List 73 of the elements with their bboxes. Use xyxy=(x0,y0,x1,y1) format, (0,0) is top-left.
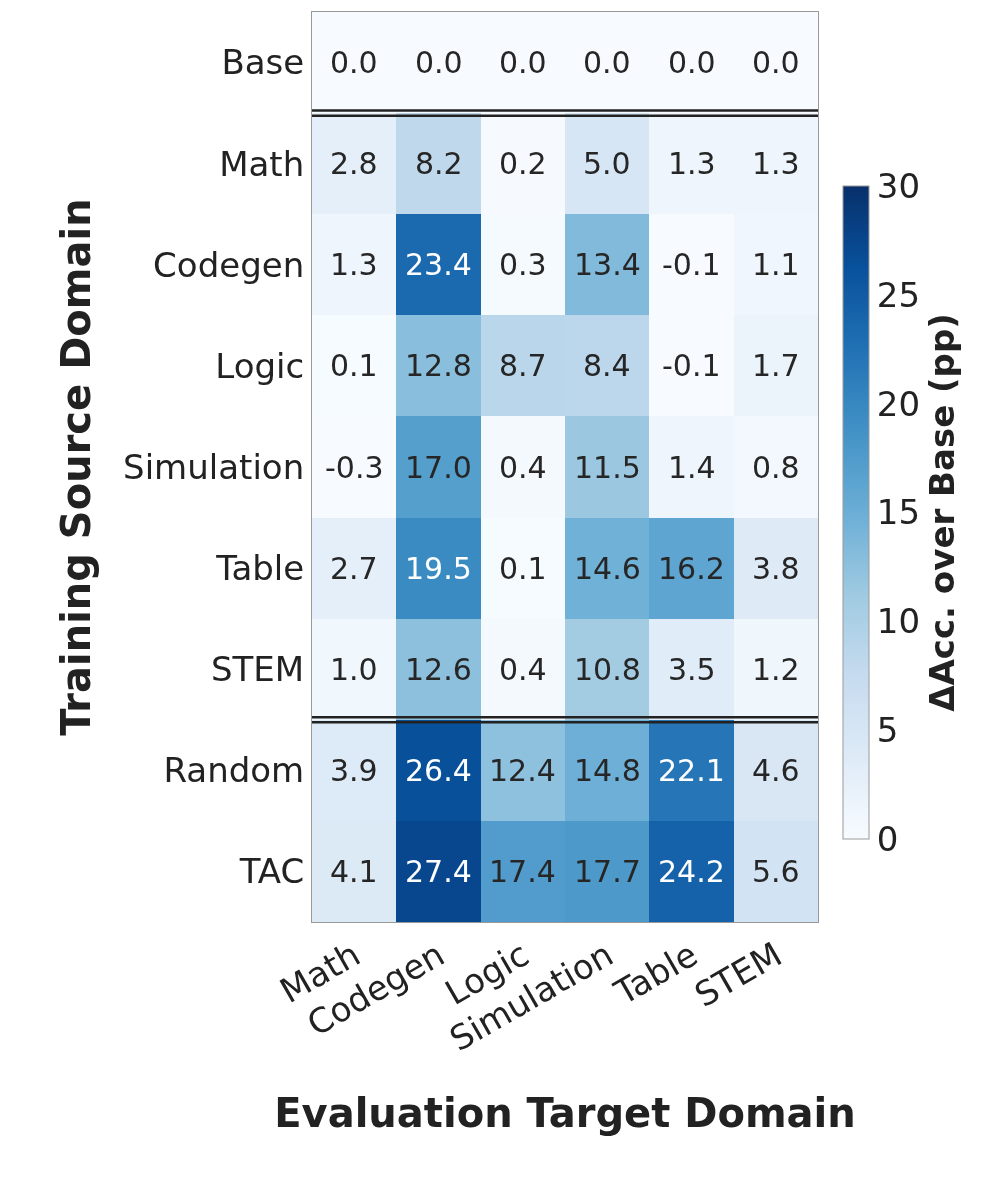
color-bar-label: 0 xyxy=(876,818,899,859)
data-label: 23.4 xyxy=(405,247,472,282)
color-bar-label: 20 xyxy=(876,383,921,424)
data-label: 4.6 xyxy=(752,753,800,788)
data-label: 1.1 xyxy=(752,247,800,282)
data-label: 16.2 xyxy=(658,551,725,586)
y-axis-title: Training Source Domain xyxy=(52,198,99,736)
data-label: 0.0 xyxy=(752,45,800,80)
y-tick-label: Codegen xyxy=(153,244,305,285)
y-tick-label: TAC xyxy=(238,851,305,892)
data-label: 11.5 xyxy=(574,450,641,485)
data-label: 0.4 xyxy=(499,652,547,687)
y-tick-label: STEM xyxy=(211,649,305,690)
data-label: 2.8 xyxy=(330,146,378,181)
data-label: 5.6 xyxy=(752,854,800,889)
y-tick-label: Random xyxy=(163,750,305,791)
data-label: 3.8 xyxy=(752,551,800,586)
color-bar-label: 25 xyxy=(876,274,921,315)
y-tick-label: Table xyxy=(215,548,305,589)
data-label: 12.4 xyxy=(489,753,556,788)
data-label: 1.7 xyxy=(752,348,800,383)
data-label: 0.1 xyxy=(330,348,378,383)
data-label: 5.0 xyxy=(583,146,631,181)
data-label: 14.8 xyxy=(574,753,641,788)
data-label: 8.2 xyxy=(415,146,463,181)
data-label: 1.0 xyxy=(330,652,378,687)
data-label: 0.0 xyxy=(499,45,547,80)
y-tick-label: Simulation xyxy=(123,446,305,487)
data-label: -0.1 xyxy=(662,247,721,282)
data-label: 12.6 xyxy=(405,652,472,687)
data-label: 17.4 xyxy=(489,854,556,889)
color-bar-label: 30 xyxy=(876,165,921,206)
data-label: 0.0 xyxy=(668,45,716,80)
data-label: 1.2 xyxy=(752,652,800,687)
data-label: 24.2 xyxy=(658,854,725,889)
data-label: 26.4 xyxy=(405,753,472,788)
color-bar-label: 5 xyxy=(876,710,899,751)
data-label: 0.0 xyxy=(330,45,378,80)
data-label: -0.3 xyxy=(325,450,384,485)
color-bar-title: ΔAcc. over Base (pp) xyxy=(922,313,963,712)
data-label: 0.0 xyxy=(583,45,631,80)
data-label: 1.3 xyxy=(330,247,378,282)
x-axis-title: Evaluation Target Domain xyxy=(274,1089,856,1136)
data-label: 8.4 xyxy=(583,348,631,383)
data-label: 22.1 xyxy=(658,753,725,788)
data-label: 1.3 xyxy=(668,146,716,181)
data-label: 17.0 xyxy=(405,450,472,485)
data-label: 0.1 xyxy=(499,551,547,586)
data-label: 0.0 xyxy=(415,45,463,80)
data-label: 10.8 xyxy=(574,652,641,687)
data-label: -0.1 xyxy=(662,348,721,383)
data-label: 4.1 xyxy=(330,854,378,889)
data-label: 17.7 xyxy=(574,854,641,889)
data-label: 12.8 xyxy=(405,348,472,383)
y-tick-label: Logic xyxy=(215,345,305,386)
color-bar-label: 15 xyxy=(876,492,921,533)
data-label: 3.9 xyxy=(330,753,378,788)
data-label: 0.4 xyxy=(499,450,547,485)
data-label: 13.4 xyxy=(574,247,641,282)
data-label: 0.3 xyxy=(499,247,547,282)
color-bar-label: 10 xyxy=(876,601,921,642)
data-label: 8.7 xyxy=(499,348,547,383)
data-label: 0.8 xyxy=(752,450,800,485)
data-label: 1.4 xyxy=(668,450,716,485)
data-label: 14.6 xyxy=(574,551,641,586)
data-label: 27.4 xyxy=(405,854,472,889)
data-label: 19.5 xyxy=(405,551,472,586)
y-tick-label: Math xyxy=(219,143,305,184)
data-label: 1.3 xyxy=(752,146,800,181)
data-label: 2.7 xyxy=(330,551,378,586)
data-label: 0.2 xyxy=(499,146,547,181)
y-tick-label: Base xyxy=(221,42,305,83)
data-label: 3.5 xyxy=(668,652,716,687)
